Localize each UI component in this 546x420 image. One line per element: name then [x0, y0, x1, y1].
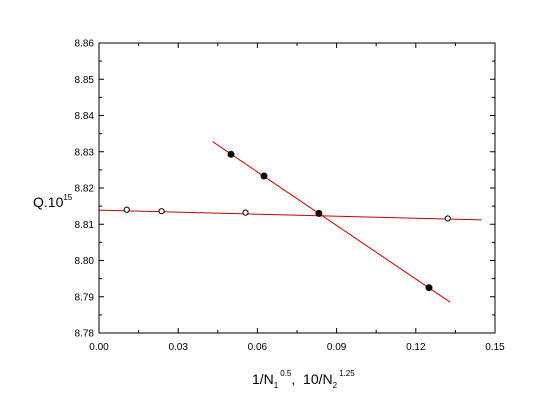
data-point-series2-4	[444, 215, 451, 222]
y-tick-label: 8.83	[75, 147, 95, 158]
data-point-series1-2	[260, 172, 268, 180]
x-tick-label: 0.09	[327, 342, 347, 353]
data-point-series1-4	[425, 284, 433, 292]
x-tick-label: 0.00	[89, 342, 109, 353]
y-tick-label: 8.85	[75, 75, 95, 86]
y-tick-label: 8.78	[75, 329, 95, 340]
y-tick-label: 8.86	[75, 39, 95, 50]
fit-lines	[98, 141, 482, 303]
y-tick-label: 8.84	[75, 111, 95, 122]
y-tick-label: 8.82	[75, 184, 95, 195]
y-tick-label: 8.79	[75, 292, 95, 303]
y-axis-title: Q.1015	[33, 193, 73, 210]
axis-ticks: 0.00 0.03 0.06 0.09 0.12 0.15 8.78 8.79 8.80 8.81…	[75, 39, 506, 354]
data-point-series1-1	[227, 150, 235, 158]
x-tick-label: 0.06	[248, 342, 268, 353]
data-point-series1-3	[315, 209, 323, 217]
data-point-series2-2	[158, 208, 165, 215]
data-points	[123, 150, 451, 292]
x-axis-title: 1/N10.5, 10/N21.25	[252, 369, 355, 390]
data-point-series2-1	[123, 206, 130, 213]
y-tick-label: 8.81	[75, 220, 95, 231]
fit-line-1	[212, 141, 451, 303]
fit-line-2	[98, 209, 482, 221]
x-tick-label: 0.03	[168, 342, 188, 353]
data-point-series2-3	[242, 209, 249, 216]
plot-frame	[98, 42, 496, 334]
x-tick-label: 0.12	[406, 342, 426, 353]
y-tick-label: 8.80	[75, 256, 95, 267]
x-tick-label: 0.15	[485, 342, 505, 353]
